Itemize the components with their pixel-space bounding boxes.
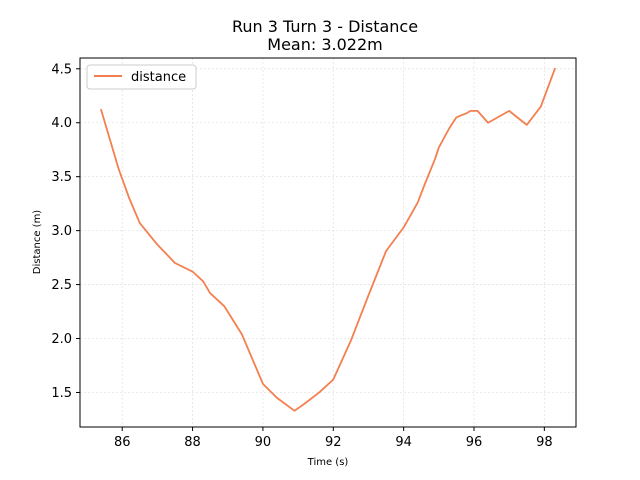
y-tick-label: 1.5: [51, 386, 72, 401]
y-tick-label: 3.5: [51, 170, 72, 185]
x-tick-label: 86: [114, 435, 131, 450]
legend-box: [86, 64, 197, 90]
y-tick-label: 3.0: [51, 224, 72, 239]
x-tick-label: 92: [325, 435, 342, 450]
y-tick-label: 4.5: [51, 62, 72, 77]
grid-lines: [80, 58, 576, 427]
chart-title: Run 3 Turn 3 - Distance: [232, 17, 418, 36]
x-tick-label: 88: [184, 435, 201, 450]
y-axis-label: Distance (m): [32, 210, 43, 275]
chart-subtitle: Mean: 3.022m: [267, 35, 382, 54]
series-line-distance: [100, 67, 556, 412]
x-tick-label: 94: [395, 435, 412, 450]
y-tick-label: 2.5: [51, 278, 72, 293]
legend-label: distance: [131, 70, 186, 85]
series-layer: [100, 67, 556, 412]
legend: distance: [86, 64, 197, 90]
y-tick-label: 4.0: [51, 116, 72, 131]
y-tick-label: 2.0: [51, 332, 72, 347]
x-axis-label: Time (s): [307, 457, 349, 468]
axis-ticks: 86 88 90 92 94 96 98 1.5 2.0 2.5 3.0 3.5 4.0 4.5: [51, 62, 552, 450]
plot-frame: [79, 57, 577, 428]
x-tick-label: 90: [255, 435, 272, 450]
x-tick-label: 96: [466, 435, 483, 450]
x-tick-label: 98: [536, 435, 553, 450]
